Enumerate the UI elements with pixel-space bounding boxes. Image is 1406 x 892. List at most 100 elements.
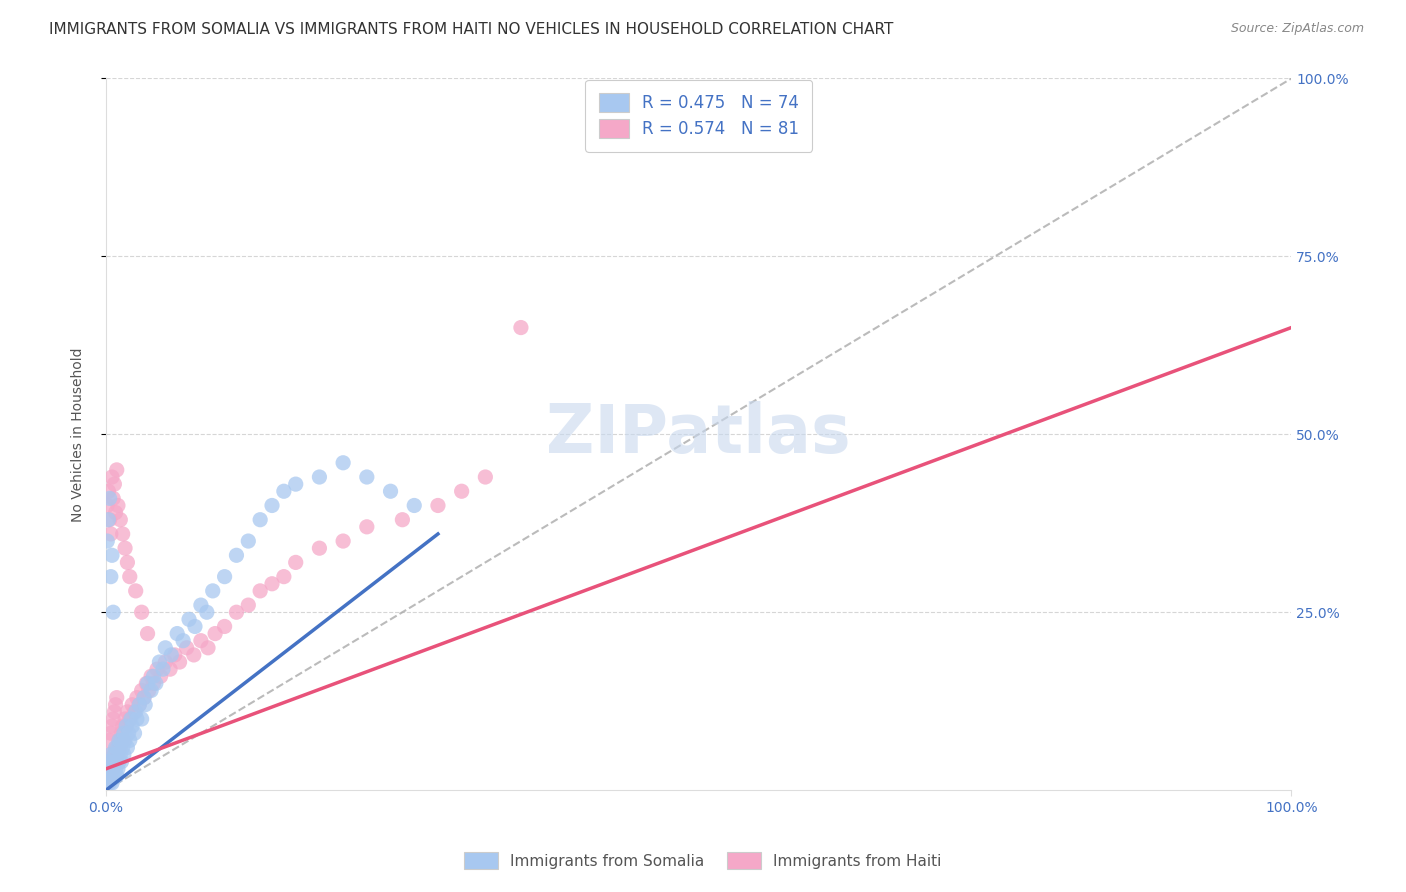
Point [100, 527, 122, 541]
Point [176, 640, 198, 655]
Point [104, 506, 127, 520]
Point [105, 740, 128, 755]
Point [136, 676, 159, 690]
Point [284, 477, 307, 491]
Point [474, 470, 496, 484]
Point [195, 605, 218, 619]
Point [138, 683, 160, 698]
Point [204, 626, 226, 640]
Point [98, 762, 121, 776]
Point [124, 705, 146, 719]
Point [105, 769, 128, 783]
Point [145, 676, 167, 690]
Point [96, 776, 118, 790]
Point [190, 598, 212, 612]
Point [117, 726, 139, 740]
Point [356, 520, 378, 534]
Point [105, 463, 128, 477]
Point [115, 719, 138, 733]
Point [100, 769, 122, 783]
Point [105, 690, 128, 705]
Point [112, 726, 135, 740]
Point [356, 470, 378, 484]
Point [148, 655, 170, 669]
Point [197, 640, 219, 655]
Point [97, 769, 120, 783]
Point [107, 747, 129, 762]
Point [103, 755, 125, 769]
Legend: Immigrants from Somalia, Immigrants from Haiti: Immigrants from Somalia, Immigrants from… [458, 846, 948, 875]
Point [114, 541, 136, 556]
Point [190, 633, 212, 648]
Point [132, 690, 155, 705]
Point [225, 605, 247, 619]
Legend: R = 0.475   N = 74, R = 0.574   N = 81: R = 0.475 N = 74, R = 0.574 N = 81 [585, 79, 813, 152]
Point [97, 484, 120, 499]
Point [184, 619, 207, 633]
Point [225, 549, 247, 563]
Point [114, 733, 136, 747]
Point [104, 698, 127, 712]
Point [118, 569, 141, 583]
Point [120, 712, 142, 726]
Point [101, 776, 124, 790]
Point [111, 740, 134, 755]
Point [152, 662, 174, 676]
Point [101, 762, 124, 776]
Point [249, 513, 271, 527]
Point [139, 669, 162, 683]
Point [169, 655, 191, 669]
Point [112, 747, 135, 762]
Point [136, 626, 159, 640]
Point [100, 569, 122, 583]
Point [273, 569, 295, 583]
Point [104, 755, 127, 769]
Point [103, 762, 125, 776]
Point [111, 527, 134, 541]
Point [128, 698, 150, 712]
Point [98, 733, 121, 747]
Point [108, 755, 131, 769]
Point [105, 755, 128, 769]
Point [177, 612, 200, 626]
Point [125, 705, 148, 719]
Point [117, 705, 139, 719]
Point [132, 690, 155, 705]
Point [238, 598, 260, 612]
Point [101, 755, 124, 769]
Point [146, 662, 169, 676]
Point [172, 633, 194, 648]
Point [155, 640, 177, 655]
Point [159, 662, 181, 676]
Text: ZIPatlas: ZIPatlas [547, 401, 851, 467]
Point [98, 513, 121, 527]
Point [308, 470, 330, 484]
Point [110, 733, 132, 747]
Point [97, 755, 120, 769]
Point [183, 648, 205, 662]
Point [450, 484, 472, 499]
Text: Source: ZipAtlas.com: Source: ZipAtlas.com [1230, 22, 1364, 36]
Point [96, 499, 118, 513]
Point [125, 690, 148, 705]
Point [103, 769, 125, 783]
Point [108, 733, 131, 747]
Point [201, 583, 224, 598]
Point [111, 719, 134, 733]
Point [97, 513, 120, 527]
Point [131, 605, 153, 619]
Point [238, 534, 260, 549]
Point [121, 719, 143, 733]
Point [103, 769, 125, 783]
Point [131, 683, 153, 698]
Point [103, 491, 125, 506]
Point [121, 698, 143, 712]
Point [107, 740, 129, 755]
Point [128, 698, 150, 712]
Point [104, 740, 127, 755]
Point [134, 698, 156, 712]
Point [117, 740, 139, 755]
Point [404, 499, 426, 513]
Point [97, 747, 120, 762]
Point [509, 320, 531, 334]
